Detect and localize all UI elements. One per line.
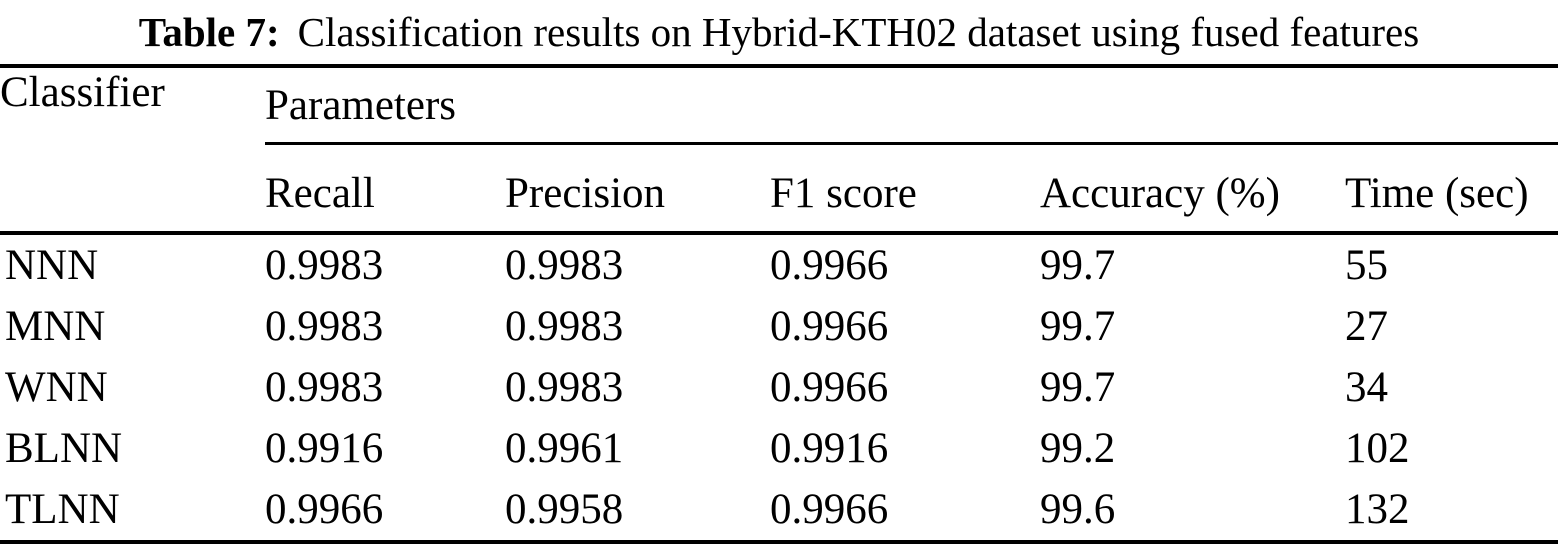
table-row: MNN 0.9983 0.9983 0.9966 99.7 27 [0, 296, 1558, 357]
cell-time: 55 [1345, 242, 1388, 289]
column-header-f1-score: F1 score [770, 169, 917, 217]
cell-classifier: NNN [5, 242, 99, 289]
header-row-metrics: Recall Precision F1 score Accuracy (%) T… [0, 144, 1558, 233]
cell-classifier: MNN [5, 303, 106, 350]
table-caption-text: Classification results on Hybrid-KTH02 d… [297, 9, 1420, 55]
results-table: Classifier Parameters Recall Precision F… [0, 64, 1558, 544]
cell-precision: 0.9983 [505, 242, 624, 289]
table-row: BLNN 0.9916 0.9961 0.9916 99.2 102 [0, 418, 1558, 479]
header-row-group: Classifier Parameters [0, 66, 1558, 145]
cell-f1-score: 0.9916 [770, 425, 889, 472]
cell-f1-score: 0.9966 [770, 242, 889, 289]
cell-time: 34 [1345, 364, 1388, 411]
table-row: TLNN 0.9966 0.9958 0.9966 99.6 132 [0, 479, 1558, 542]
table-caption: Table 7: Classification results on Hybri… [0, 0, 1558, 64]
column-header-recall: Recall [265, 169, 375, 217]
cell-recall: 0.9916 [265, 425, 384, 472]
cell-recall: 0.9983 [265, 303, 384, 350]
column-header-classifier: Classifier [0, 69, 165, 116]
table-row: WNN 0.9983 0.9983 0.9966 99.7 34 [0, 357, 1558, 418]
cell-classifier: TLNN [5, 486, 120, 533]
cell-accuracy: 99.7 [1040, 242, 1116, 289]
cell-f1-score: 0.9966 [770, 486, 889, 533]
column-header-accuracy: Accuracy (%) [1040, 169, 1280, 217]
cell-recall: 0.9983 [265, 364, 384, 411]
cell-recall: 0.9983 [265, 242, 384, 289]
cell-accuracy: 99.7 [1040, 364, 1116, 411]
cell-precision: 0.9983 [505, 364, 624, 411]
table-caption-label: Table 7: [138, 9, 280, 55]
column-group-header-parameters: Parameters [265, 66, 1558, 145]
column-header-time: Time (sec) [1345, 169, 1529, 217]
cell-precision: 0.9958 [505, 486, 624, 533]
cell-time: 27 [1345, 303, 1388, 350]
cell-f1-score: 0.9966 [770, 303, 889, 350]
cell-accuracy: 99.2 [1040, 425, 1116, 472]
cell-time: 132 [1345, 486, 1410, 533]
cell-classifier: WNN [5, 364, 108, 411]
cell-f1-score: 0.9966 [770, 364, 889, 411]
cell-precision: 0.9961 [505, 425, 624, 472]
cell-accuracy: 99.7 [1040, 303, 1116, 350]
column-header-precision: Precision [505, 169, 666, 217]
cell-time: 102 [1345, 425, 1410, 472]
cell-accuracy: 99.6 [1040, 486, 1116, 533]
cell-classifier: BLNN [5, 425, 123, 472]
cell-recall: 0.9966 [265, 486, 384, 533]
cell-precision: 0.9983 [505, 303, 624, 350]
table-row: NNN 0.9983 0.9983 0.9966 99.7 55 [0, 233, 1558, 296]
